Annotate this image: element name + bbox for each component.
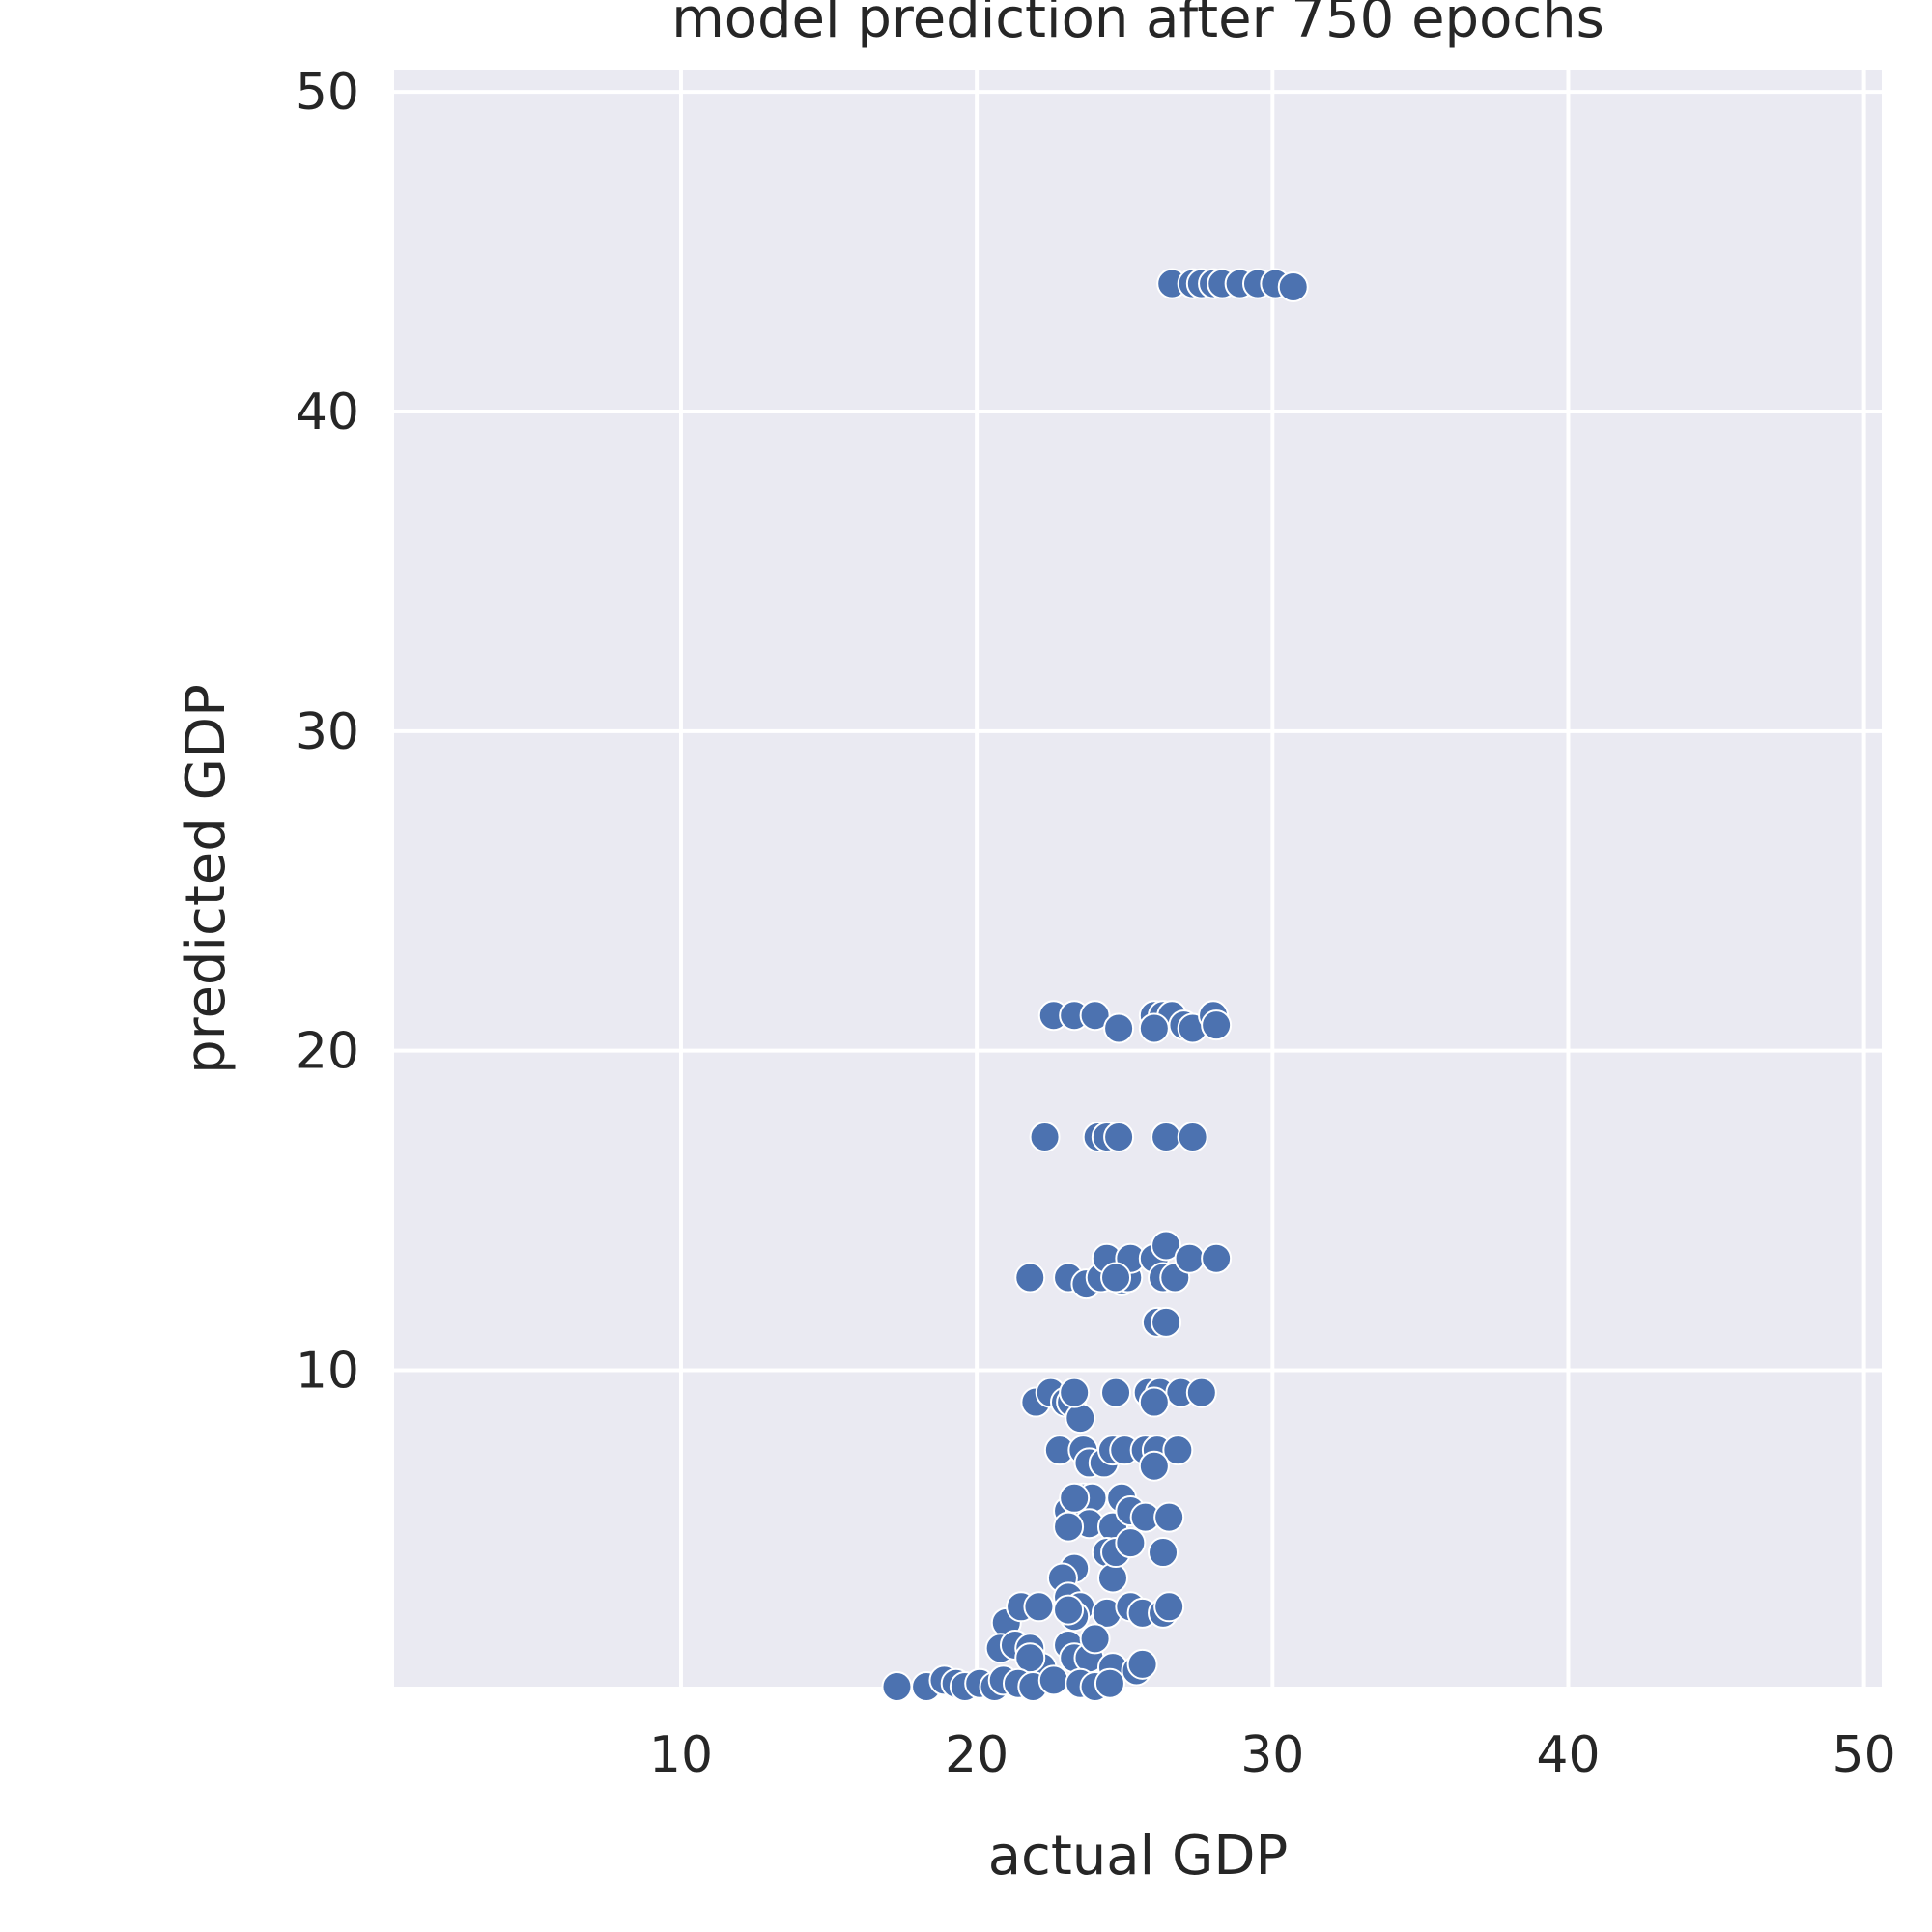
data-point: [1053, 1594, 1085, 1626]
data-point: [1201, 1242, 1233, 1274]
data-point: [1037, 1664, 1069, 1696]
x-tick-label: 30: [1240, 1726, 1304, 1784]
data-point: [1185, 1377, 1217, 1408]
data-point: [1059, 1482, 1091, 1514]
chart-title: model prediction after 750 epochs: [671, 0, 1605, 50]
data-point: [1151, 1230, 1182, 1262]
data-point: [1174, 1242, 1206, 1274]
data-point: [881, 1671, 913, 1702]
data-point: [1023, 1591, 1055, 1623]
x-tick-label: 10: [649, 1726, 713, 1784]
data-point: [1094, 1667, 1125, 1699]
y-tick-label: 20: [296, 1023, 359, 1081]
data-point: [1096, 1562, 1128, 1594]
data-point: [1151, 1121, 1182, 1152]
data-point: [1277, 270, 1309, 302]
data-point: [1201, 1009, 1233, 1041]
x-tick-labels: 10 20 30 40 50: [649, 1726, 1896, 1784]
data-point: [1079, 1000, 1111, 1032]
data-point: [1103, 1121, 1135, 1152]
data-point: [1126, 1648, 1158, 1680]
y-tick-label: 50: [296, 64, 359, 122]
data-point: [1029, 1121, 1061, 1152]
data-point: [1014, 1642, 1046, 1674]
data-point: [1138, 1012, 1170, 1044]
data-point: [1153, 1501, 1185, 1533]
data-point: [1151, 1306, 1182, 1338]
data-point: [1138, 1450, 1170, 1482]
data-point: [1079, 1623, 1111, 1655]
data-point: [1053, 1511, 1085, 1543]
x-tick-label: 50: [1833, 1726, 1896, 1784]
x-tick-label: 40: [1536, 1726, 1600, 1784]
grid-lines: [394, 70, 1882, 1687]
x-tick-label: 20: [945, 1726, 1009, 1784]
data-point: [1138, 1386, 1170, 1418]
y-tick-labels: 10 20 30 40 50: [296, 64, 359, 1400]
y-tick-label: 40: [296, 384, 359, 441]
plot-area: [394, 70, 1882, 1687]
data-point: [1103, 1012, 1135, 1044]
data-point: [1100, 1377, 1132, 1408]
y-tick-label: 30: [296, 703, 359, 761]
data-point: [1100, 1262, 1132, 1293]
y-tick-label: 10: [296, 1342, 359, 1400]
data-point: [1065, 1403, 1096, 1435]
data-point: [1014, 1262, 1046, 1293]
data-point: [1115, 1527, 1147, 1559]
data-point: [1148, 1537, 1179, 1569]
data-point: [1162, 1435, 1194, 1466]
data-points: [881, 268, 1309, 1702]
data-point: [1177, 1121, 1208, 1152]
data-point: [1059, 1377, 1091, 1408]
data-point: [1153, 1591, 1185, 1623]
y-axis-label: predicted GDP: [175, 684, 238, 1074]
x-axis-label: actual GDP: [988, 1825, 1289, 1888]
